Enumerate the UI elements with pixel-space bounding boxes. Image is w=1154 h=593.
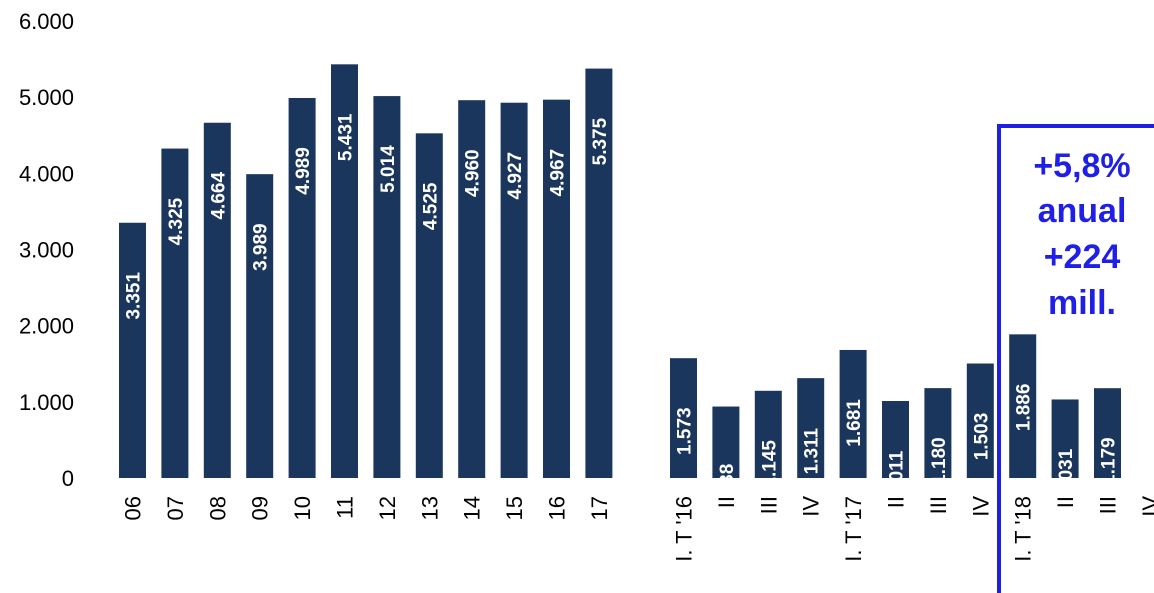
annual-x-tick-label: 13 [417, 496, 442, 520]
annual-x-tick-label: 16 [545, 496, 570, 520]
quarterly-x-tick-label: I. T '18 [1011, 496, 1036, 562]
annual-bar-value-label: 3.989 [251, 223, 272, 271]
y-tick-label: 0 [62, 466, 74, 491]
quarterly-bar-value-label: 1.145 [759, 440, 780, 488]
y-tick-label: 4.000 [19, 161, 74, 186]
quarterly-bar [924, 388, 952, 478]
annotation-text-line: mill. [1048, 284, 1116, 322]
annual-bar [585, 68, 613, 479]
quarterly-bar-value-label: 1.180 [929, 437, 950, 485]
quarterly-x-tick-label: I. T '16 [672, 496, 697, 562]
y-tick-label: 2.000 [19, 314, 74, 339]
annual-x-tick-label: 11 [333, 496, 358, 519]
annual-bar-value-label: 5.431 [336, 113, 357, 161]
quarterly-bar [670, 358, 697, 478]
bars-group: 3.351 4.325 4.664 3.989 4.989 5.431 5.014 4.525… [119, 64, 1121, 497]
annual-bar [119, 222, 146, 478]
annotation-text-line: anual [1038, 192, 1127, 230]
annual-bar-value-label: 4.927 [505, 152, 526, 200]
quarterly-bar-value-label: 1.503 [971, 413, 992, 461]
annual-bar-value-label: 3.351 [124, 272, 145, 320]
quarterly-bar [1051, 399, 1079, 478]
annual-bar [373, 96, 401, 478]
quarterly-x-tick-label: III [756, 496, 781, 514]
annual-bar [331, 64, 358, 478]
annual-bar [500, 102, 528, 478]
quarterly-bar [839, 349, 867, 478]
annual-bar [161, 148, 189, 478]
y-tick-label: 6.000 [19, 9, 74, 34]
annual-bar-value-label: 4.664 [208, 172, 229, 220]
annual-bar-value-label: 4.525 [420, 182, 441, 230]
annual-bar-value-label: 5.375 [590, 117, 611, 165]
quarterly-bar-value-label: 1.179 [1099, 437, 1120, 485]
annual-x-tick-label: 14 [460, 496, 485, 520]
quarterly-x-tick-label: IV [799, 496, 824, 517]
y-tick-label: 5.000 [19, 85, 74, 110]
annual-x-tick-label: 17 [587, 496, 612, 520]
quarterly-bar-value-label: 1.573 [675, 407, 696, 455]
quarterly-bar-value-label: 1.681 [844, 399, 865, 447]
annual-bar [415, 133, 443, 478]
annual-bar [543, 99, 570, 479]
annotation-text-line: +224 [1044, 238, 1121, 276]
quarterly-bar [966, 363, 994, 478]
quarterly-bar [712, 406, 740, 478]
annual-x-tick-label: 07 [163, 496, 188, 520]
annual-x-tick-label: 12 [375, 496, 400, 520]
quarterly-bar-value-label: 1.311 [802, 427, 823, 474]
annual-x-tick-label: 08 [205, 496, 230, 520]
y-axis: 0 1.000 2.000 3.000 4.000 5.000 6.000 [19, 9, 74, 491]
highlight-box [997, 124, 1154, 593]
y-tick-label: 3.000 [19, 237, 74, 262]
annotation-text-line: +5,8% [1033, 147, 1130, 185]
annual-bar-value-label: 4.960 [463, 149, 484, 197]
quarterly-bar-value-label: 938 [717, 464, 738, 496]
y-tick-label: 1.000 [19, 390, 74, 415]
quarterly-bar-value-label: 1.011 [887, 450, 908, 497]
quarterly-bar-value-label: 1.031 [1056, 448, 1077, 496]
quarterly-bar [1009, 334, 1037, 478]
quarterly-bar [1094, 388, 1121, 478]
annual-bar [458, 100, 486, 478]
annual-x-tick-label: 06 [121, 496, 146, 520]
quarterly-x-tick-label: II [1053, 496, 1078, 508]
x-axis: 06 07 08 09 10 11 12 13 14 15 16 17 I. T '16 II III IV I… [121, 496, 1154, 562]
quarterly-bar [754, 390, 782, 478]
annual-bar [246, 174, 274, 478]
annual-x-tick-label: 09 [248, 496, 273, 520]
quarterly-bar [797, 378, 825, 478]
annual-bar-value-label: 5.014 [378, 145, 399, 193]
highlight-annotation: +5,8% anual +224 mill. [997, 124, 1154, 593]
annual-x-tick-label: 15 [502, 496, 527, 520]
quarterly-x-tick-label: II [884, 496, 909, 508]
quarterly-bar [882, 400, 909, 478]
annual-bar-value-label: 4.967 [548, 149, 569, 197]
annual-x-tick-label: 10 [290, 496, 315, 520]
annual-bar-value-label: 4.989 [293, 147, 314, 195]
quarterly-x-tick-label: III [926, 496, 951, 514]
quarterly-x-tick-label: II [714, 496, 739, 508]
annual-bar [203, 122, 231, 479]
annual-bar [288, 97, 316, 479]
quarterly-x-tick-label: I. T '17 [841, 496, 866, 562]
quarterly-x-tick-label: IV [968, 496, 993, 517]
annual-bar-value-label: 4.325 [166, 197, 187, 245]
quarterly-x-tick-label: III [1096, 496, 1121, 514]
quarterly-bar-value-label: 1.886 [1014, 384, 1035, 432]
quarterly-x-tick-label: IV [1138, 496, 1154, 517]
